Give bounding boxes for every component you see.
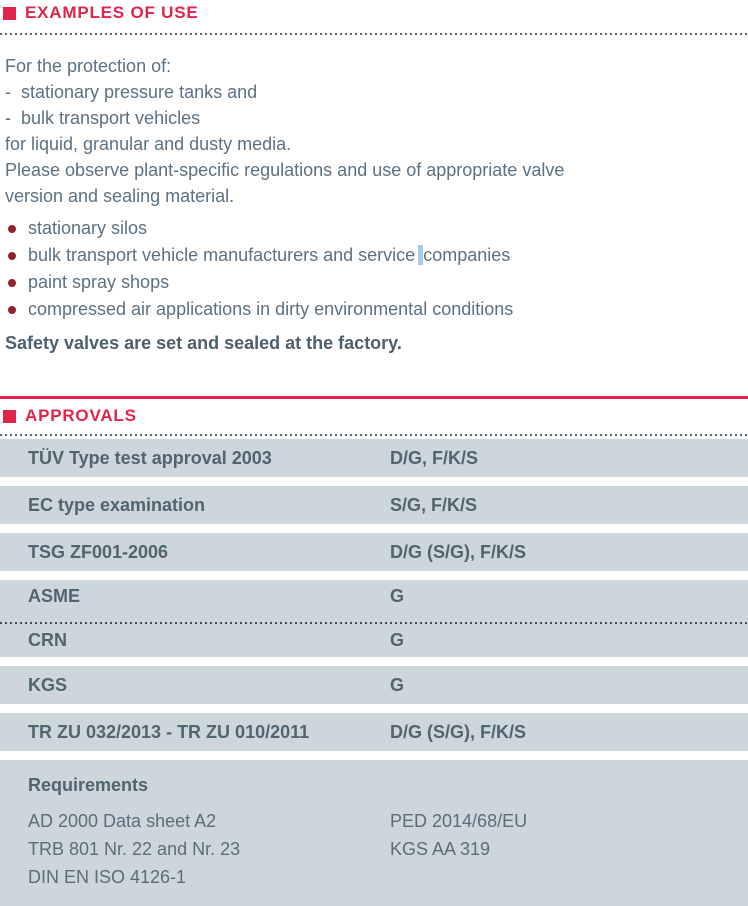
row-value: D/G (S/G), F/K/S	[390, 541, 527, 562]
requirements-right-column: PED 2014/68/EU KGS AA 319	[390, 807, 748, 891]
section-top-rule	[0, 396, 748, 399]
requirement-item: AD 2000 Data sheet A2	[28, 811, 217, 831]
bullet-icon	[8, 225, 16, 233]
text-cursor[interactable]	[418, 245, 424, 265]
intro-paragraph: For the protection of: - stationary pres…	[5, 53, 748, 209]
examples-of-use-header: EXAMPLES OF USE	[3, 4, 748, 22]
requirements-block: Requirements AD 2000 Data sheet A2 TRB 8…	[0, 760, 748, 906]
intro-line: - bulk transport vehicles	[5, 108, 201, 128]
row-value: D/G (S/G), F/K/S	[390, 721, 527, 742]
table-row: TSG ZF001-2006 D/G (S/G), F/K/S	[0, 533, 748, 571]
bullet-label: stationary silos	[28, 218, 148, 238]
requirements-columns: AD 2000 Data sheet A2 TRB 801 Nr. 22 and…	[28, 807, 748, 891]
intro-line: for liquid, granular and dusty media.	[5, 134, 292, 154]
bullet-label: compressed air applications in dirty env…	[28, 299, 514, 319]
section-title: APPROVALS	[25, 406, 137, 425]
bullet-item: compressed air applications in dirty env…	[0, 296, 748, 323]
bullet-item: paint spray shops	[0, 269, 748, 296]
table-row: ASME G	[0, 580, 748, 613]
requirement-item: PED 2014/68/EU	[390, 811, 528, 831]
intro-line: - stationary pressure tanks and	[5, 82, 258, 102]
row-value: D/G, F/K/S	[390, 447, 479, 468]
row-label: TR ZU 032/2013 - TR ZU 010/2011	[28, 721, 310, 742]
table-row-group: ASME G CRN G	[0, 580, 748, 657]
bullet-icon	[8, 279, 16, 287]
row-label: KGS	[28, 674, 68, 695]
row-label: CRN	[28, 630, 67, 650]
table-row: CRN G	[0, 624, 748, 657]
intro-line: Please observe plant-specific regulation…	[5, 160, 565, 180]
row-label: ASME	[28, 586, 81, 606]
dotted-row-divider	[0, 622, 748, 624]
row-value: G	[390, 586, 405, 606]
row-label: EC type examination	[28, 494, 206, 515]
bullet-icon	[8, 252, 16, 260]
examples-of-use-section[interactable]: EXAMPLES OF USE For the protection of: -…	[0, 0, 748, 355]
requirement-item: TRB 801 Nr. 22 and Nr. 23	[28, 839, 241, 859]
factory-seal-note: Safety valves are set and sealed at the …	[5, 333, 402, 353]
bullet-label: bulk transport vehicle manufacturers and…	[28, 242, 510, 269]
use-cases-bullet-list: stationary silos bulk transport vehicle …	[0, 215, 748, 323]
section-marker-square-icon	[3, 409, 16, 423]
bullet-label: paint spray shops	[28, 272, 170, 292]
requirement-item: DIN EN ISO 4126-1	[28, 867, 187, 887]
dotted-divider	[0, 434, 748, 436]
requirement-item: KGS AA 319	[390, 839, 491, 859]
table-row: TR ZU 032/2013 - TR ZU 010/2011 D/G (S/G…	[0, 713, 748, 751]
bullet-label-before-cursor: bulk transport vehicle manufacturers and…	[28, 245, 416, 265]
intro-line: version and sealing material.	[5, 186, 235, 206]
dotted-divider	[0, 33, 748, 35]
section-title: EXAMPLES OF USE	[25, 3, 199, 22]
row-value: G	[390, 630, 405, 650]
row-label: TÜV Type test approval 2003	[28, 447, 272, 468]
approvals-table: TÜV Type test approval 2003 D/G, F/K/S E…	[0, 439, 748, 906]
requirements-left-column: AD 2000 Data sheet A2 TRB 801 Nr. 22 and…	[28, 807, 390, 891]
row-value: G	[390, 674, 405, 695]
table-row: KGS G	[0, 666, 748, 704]
approvals-section: APPROVALS TÜV Type test approval 2003 D/…	[0, 396, 748, 906]
intro-line: For the protection of:	[5, 56, 172, 76]
bullet-item: bulk transport vehicle manufacturers and…	[0, 242, 748, 269]
section-marker-square-icon	[3, 6, 16, 20]
bullet-icon	[8, 306, 16, 314]
requirements-title: Requirements	[28, 775, 149, 795]
approvals-header: APPROVALS	[3, 407, 748, 425]
bullet-label-after-cursor: companies	[423, 245, 511, 265]
table-row: TÜV Type test approval 2003 D/G, F/K/S	[0, 439, 748, 477]
table-row: EC type examination S/G, F/K/S	[0, 486, 748, 524]
row-value: S/G, F/K/S	[390, 494, 478, 515]
bullet-item: stationary silos	[0, 215, 748, 242]
row-label: TSG ZF001-2006	[28, 541, 169, 562]
